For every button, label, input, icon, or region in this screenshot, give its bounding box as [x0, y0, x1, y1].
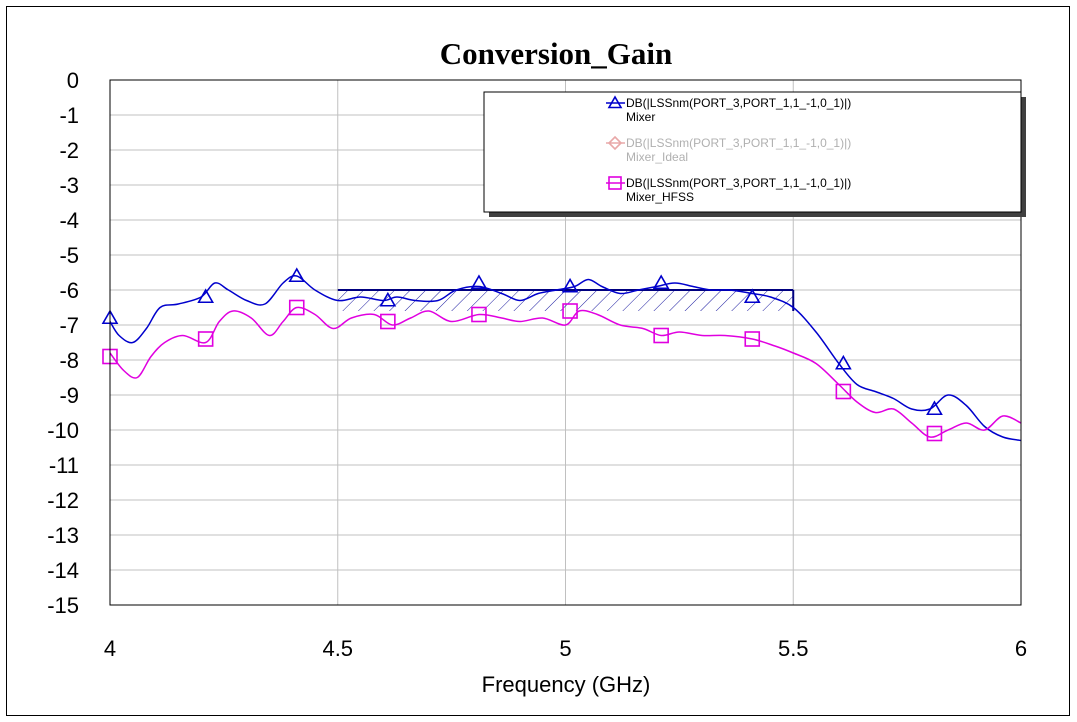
data-point-marker	[835, 383, 852, 400]
data-point-marker	[380, 313, 396, 330]
data-point-marker	[562, 303, 578, 319]
data-point-marker	[653, 327, 669, 344]
y-tick-label: -15	[47, 593, 79, 618]
data-point-marker	[743, 288, 761, 304]
data-point-marker	[652, 274, 670, 290]
y-tick-label: -7	[59, 313, 79, 338]
series-line	[109, 306, 1022, 438]
series-mixer-hfss	[102, 299, 1022, 442]
y-tick-label: -8	[59, 348, 79, 373]
series-mixer	[101, 267, 1022, 442]
legend-entry[interactable]: DB(|LSSnm(PORT_3,PORT_1,1_-1,0_1)|)Mixer…	[606, 135, 851, 164]
data-point-marker	[471, 306, 487, 323]
data-point-marker	[288, 299, 305, 316]
y-tick-label: -12	[47, 488, 79, 513]
x-tick-label: 5	[559, 636, 571, 661]
y-tick-label: -14	[47, 558, 79, 583]
data-point-marker	[379, 291, 397, 307]
y-tick-label: -4	[59, 208, 79, 233]
spec-region-fill	[337, 290, 794, 311]
x-tick-label: 4.5	[322, 636, 353, 661]
legend-series-name: DB(|LSSnm(PORT_3,PORT_1,1_-1,0_1)|)	[626, 96, 851, 110]
data-point-marker	[561, 277, 579, 293]
series-line	[109, 275, 1022, 442]
legend-series-name: DB(|LSSnm(PORT_3,PORT_1,1_-1,0_1)|)	[626, 176, 851, 190]
legend[interactable]: DB(|LSSnm(PORT_3,PORT_1,1_-1,0_1)|)Mixer…	[483, 91, 1026, 217]
legend-marker	[608, 176, 622, 190]
legend-marker	[607, 135, 623, 151]
legend-series-name: DB(|LSSnm(PORT_3,PORT_1,1_-1,0_1)|)	[626, 136, 851, 150]
data-point-marker	[926, 425, 943, 442]
data-point-marker	[288, 267, 306, 283]
legend-entry[interactable]: DB(|LSSnm(PORT_3,PORT_1,1_-1,0_1)|)Mixer	[606, 95, 851, 124]
x-tick-label: 6	[1015, 636, 1027, 661]
data-point-marker	[197, 288, 215, 304]
chart-title: Conversion_Gain	[440, 36, 673, 71]
legend-series-subname: Mixer_Ideal	[626, 150, 688, 164]
data-point-marker	[744, 331, 761, 347]
y-tick-label: -9	[59, 383, 79, 408]
y-tick-label: -6	[59, 278, 79, 303]
tick-labels: 0 -1 -2 -3 -4 -5 -6 -7 -8 -9 -10 -11 -12 -13 -14 -15 4 4.…	[47, 68, 1027, 661]
spec-region	[337, 289, 795, 311]
data-point-marker	[834, 354, 852, 370]
y-tick-label: -11	[49, 453, 79, 478]
data-point-marker	[197, 331, 214, 347]
legend-entry[interactable]: DB(|LSSnm(PORT_3,PORT_1,1_-1,0_1)|)Mixer…	[606, 176, 851, 204]
y-tick-label: -13	[47, 523, 79, 548]
y-tick-label: -10	[47, 418, 79, 443]
series-layer	[101, 267, 1022, 442]
y-tick-label: -1	[59, 103, 79, 128]
data-point-marker	[470, 274, 488, 290]
y-tick-label: -3	[59, 173, 79, 198]
chart-frame	[6, 6, 1070, 716]
plot-border	[109, 79, 1022, 606]
y-tick-label: -2	[59, 138, 79, 163]
x-axis-label: Frequency (GHz)	[482, 672, 651, 697]
y-tick-label: -5	[59, 243, 79, 268]
legend-box	[483, 91, 1022, 213]
x-tick-label: 5.5	[778, 636, 809, 661]
legend-series-subname: Mixer_HFSS	[626, 190, 694, 204]
y-tick-label: 0	[67, 68, 79, 93]
legend-marker	[607, 95, 623, 109]
data-point-marker	[926, 400, 943, 416]
legend-series-subname: Mixer	[626, 110, 655, 124]
x-tick-label: 4	[104, 636, 116, 661]
